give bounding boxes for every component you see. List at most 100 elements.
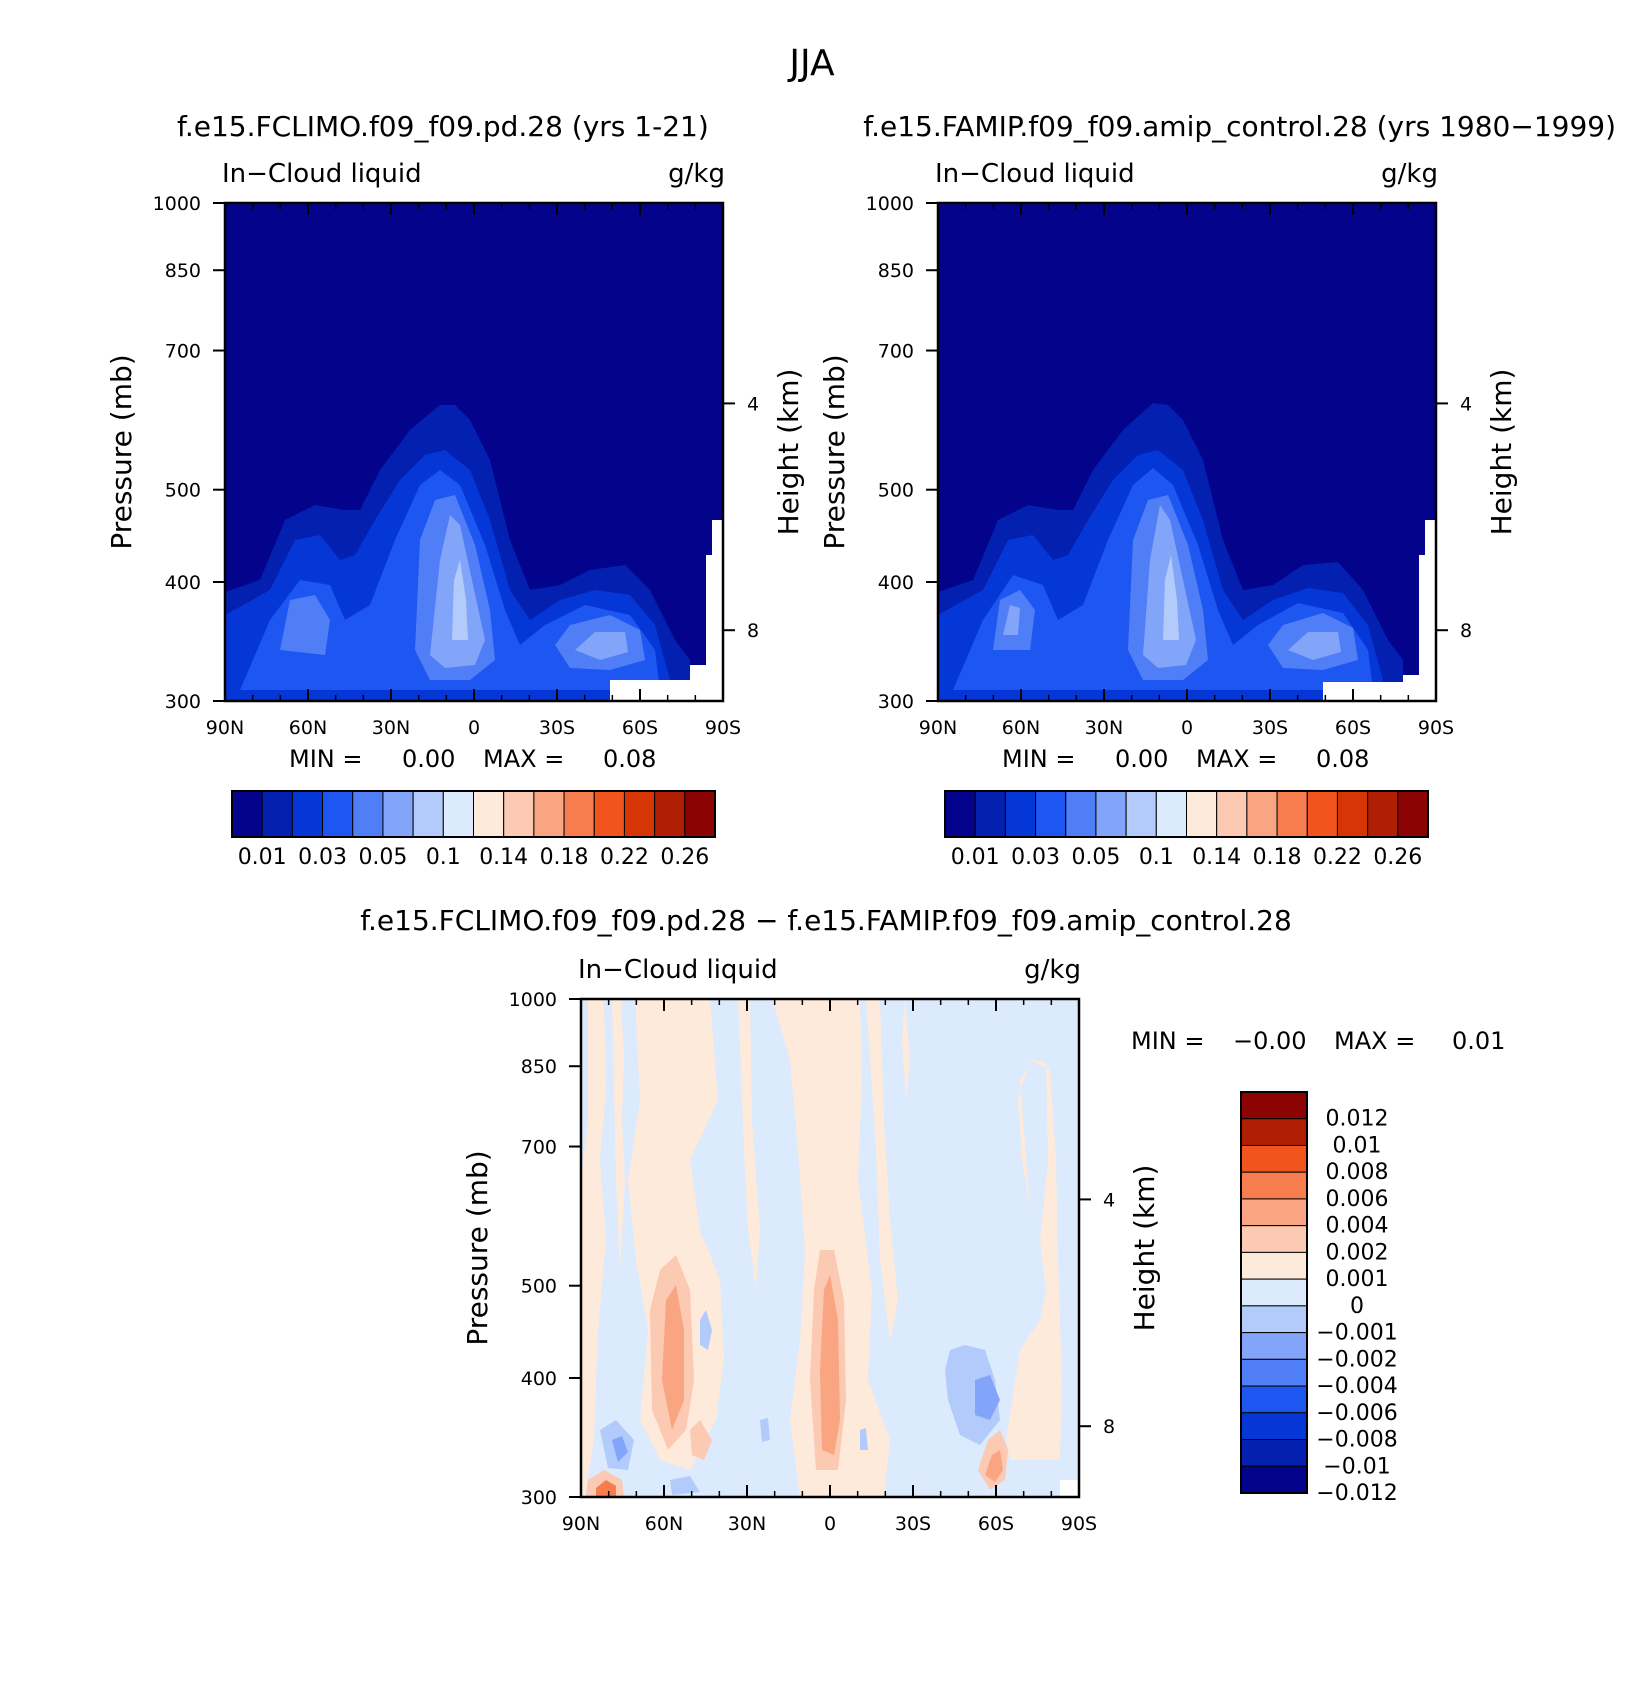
panel-3: f.e15.FCLIMO.f09_f09.pd.28 − f.e15.FAMIP… [360, 904, 1505, 1535]
colorbar-frame [231, 790, 716, 838]
colorbar-label: −0.001 [1316, 1321, 1397, 1346]
panel-1-axes: 90N 60N 30N 0 30S 60S 90S 300 400 500 700 850 1000 8 4 [153, 193, 759, 739]
colorbar-swatch [944, 790, 976, 838]
panel-2-missing-data [1323, 520, 1436, 701]
panel-3-axes: 90N 60N 30N 0 30S 60S 90S 300 400 500 700 850 1000 8 4 [509, 989, 1115, 1535]
colorbar-label: −0.006 [1316, 1401, 1397, 1426]
panel-3-positive-level-3-b [820, 1275, 840, 1455]
colorbar-label: 0.1 [426, 845, 461, 870]
panel-3-positive-band-b [612, 999, 625, 1270]
colorbar-swatch [503, 790, 535, 838]
colorbar-swatch [684, 790, 716, 838]
x-tick-label: 60N [289, 717, 327, 739]
colorbar-label: −0.012 [1316, 1481, 1397, 1506]
x-tick-label: 90S [1418, 717, 1454, 739]
colorbar-label: 0.03 [298, 845, 347, 870]
colorbar-swatch [1240, 1412, 1308, 1441]
x-tick-label: 90N [206, 717, 244, 739]
y-tick-label: 400 [521, 1368, 557, 1390]
colorbar-swatch [974, 790, 1006, 838]
panel-2-variable: In−Cloud liquid [935, 159, 1135, 189]
panel-1-min-label: MIN = [289, 745, 362, 773]
y-tick-label: 850 [165, 260, 201, 282]
x-tick-label: 30N [1085, 717, 1123, 739]
panel-3-min-value: −0.00 [1233, 1027, 1307, 1055]
panel-3-y2label: Height (km) [1128, 1165, 1161, 1332]
colorbar-swatch [1240, 1171, 1308, 1200]
y-tick-label: 500 [878, 480, 914, 502]
colorbar-swatch [1240, 1385, 1308, 1414]
colorbar-label: −0.002 [1316, 1347, 1397, 1372]
panel-3-colorbar: 0.0120.010.0080.0060.0040.0020.0010−0.00… [1240, 1091, 1398, 1506]
panel-1-min-value: 0.00 [402, 745, 455, 773]
x-tick-label: 30N [372, 717, 410, 739]
colorbar-swatch [1240, 1358, 1308, 1387]
panel-3-max-label: MAX = [1334, 1027, 1415, 1055]
panel-2-ylabel: Pressure (mb) [818, 354, 851, 549]
panel-3-positive-level-2-c [690, 1420, 712, 1460]
panel-2-colorbar: 0.01 0.03 0.05 0.1 0.14 0.18 0.22 0.26 [944, 790, 1429, 870]
y2-tick-label: 4 [1460, 393, 1472, 415]
colorbar-swatch [1240, 1144, 1308, 1173]
y-tick-label: 300 [521, 1487, 557, 1509]
panel-2-contour-level-6 [1163, 555, 1179, 640]
panel-1-title: f.e15.FCLIMO.f09_f09.pd.28 (yrs 1-21) [177, 110, 709, 143]
x-tick-label: 60N [1002, 717, 1040, 739]
colorbar-swatch [1004, 790, 1037, 838]
x-tick-label: 60S [622, 717, 658, 739]
y-tick-label: 400 [165, 572, 201, 594]
colorbar-swatch [623, 790, 656, 838]
colorbar-swatch [1240, 1439, 1308, 1467]
panel-2-units: g/kg [1381, 159, 1438, 189]
y2-tick-label: 8 [1460, 620, 1472, 642]
colorbar-swatch [1240, 1225, 1308, 1253]
y-tick-label: 700 [521, 1137, 557, 1159]
colorbar-label: 0.18 [540, 845, 589, 870]
panel-3-min-label: MIN = [1131, 1027, 1204, 1055]
colorbar-label: −0.01 [1323, 1454, 1390, 1479]
panel-1-field [225, 203, 723, 701]
x-tick-label: 60N [645, 1513, 683, 1535]
x-tick-label: 90S [1061, 1513, 1097, 1535]
y-tick-label: 500 [165, 480, 201, 502]
colorbar-swatch [1240, 1091, 1308, 1120]
colorbar-swatch [1240, 1305, 1308, 1334]
colorbar-label: 0.006 [1326, 1187, 1389, 1212]
colorbar-swatch [1246, 790, 1278, 838]
x-tick-label: 0 [824, 1513, 836, 1535]
panel-1: f.e15.FCLIMO.f09_f09.pd.28 (yrs 1-21) In… [105, 110, 805, 870]
colorbar-swatch [1397, 790, 1429, 838]
colorbar-swatch [322, 790, 354, 838]
colorbar-swatch [563, 790, 595, 838]
panel-1-max-value: 0.08 [603, 745, 656, 773]
panel-1-contour-level-6 [452, 560, 468, 640]
panel-3-negative-blob-a [945, 1345, 1000, 1445]
colorbar-label: 0.001 [1326, 1267, 1389, 1292]
panel-3-positive-band-h [1006, 1060, 1062, 1460]
panel-1-y2label: Height (km) [772, 369, 805, 536]
panel-2-y2label: Height (km) [1485, 369, 1518, 536]
colorbar-swatch [382, 790, 414, 838]
colorbar-swatch [1367, 790, 1399, 838]
y-tick-label: 850 [878, 260, 914, 282]
colorbar-swatch [1240, 1278, 1308, 1307]
colorbar-swatch [1125, 790, 1157, 838]
colorbar-label: 0.03 [1011, 845, 1060, 870]
y-tick-label: 1000 [866, 193, 914, 215]
panel-2-min-label: MIN = [1002, 745, 1075, 773]
colorbar-label: 0.008 [1326, 1160, 1389, 1185]
panel-3-positive-blob-i [596, 1480, 616, 1497]
colorbar-swatch [1035, 790, 1067, 838]
colorbar-label: 0.1 [1139, 845, 1174, 870]
y-tick-label: 700 [165, 341, 201, 363]
x-tick-label: 30S [539, 717, 575, 739]
colorbar-swatch [473, 790, 505, 838]
colorbar-swatch [1240, 1198, 1308, 1227]
panel-3-positive-level-3-a [662, 1285, 684, 1430]
x-tick-label: 30N [728, 1513, 766, 1535]
colorbar-label: 0.26 [660, 845, 709, 870]
x-tick-label: 0 [468, 717, 480, 739]
colorbar-label: 0.18 [1253, 845, 1302, 870]
y2-tick-label: 4 [1103, 1189, 1115, 1211]
colorbar-swatch [352, 790, 384, 838]
